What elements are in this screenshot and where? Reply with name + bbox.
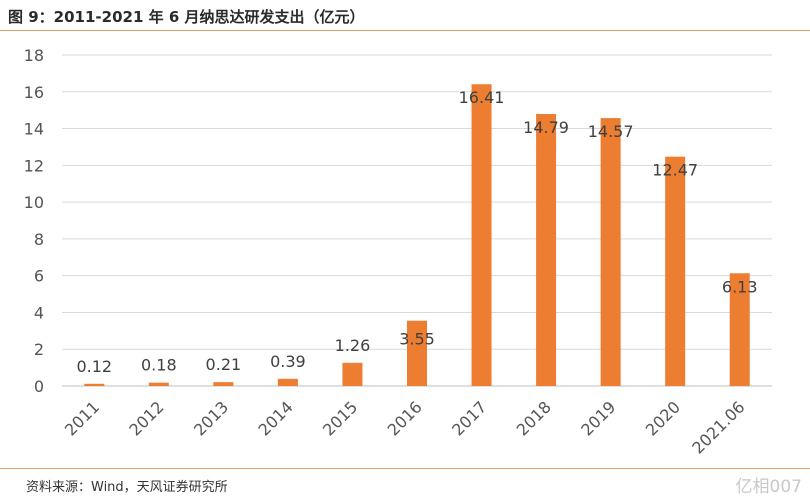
bar-chart: 0 2 4 6 8 10 12 14 16 18 0.12 2011 0.18 2012 0.21 2013 0… <box>24 46 772 458</box>
y-tick-label: 14 <box>24 120 44 139</box>
y-tick-label: 10 <box>24 193 44 212</box>
bar <box>84 383 105 386</box>
source-note: 资料来源：Wind，天风证券研究所 <box>26 480 228 495</box>
data-label: 0.12 <box>76 357 112 376</box>
bar <box>148 382 169 386</box>
data-label: 14.57 <box>588 122 634 141</box>
x-tick-label: 2018 <box>513 397 555 439</box>
data-label: 14.79 <box>523 118 569 137</box>
data-label: 16.41 <box>459 88 505 107</box>
data-label: 6.13 <box>722 277 758 296</box>
chart-title: 图 9：2011-2021 年 6 月纳思达研发支出（亿元） <box>8 8 365 26</box>
bottom-rule <box>0 468 810 469</box>
y-tick-label: 18 <box>24 46 44 65</box>
bar <box>729 273 750 386</box>
y-tick-label: 2 <box>34 340 44 359</box>
y-tick-label: 12 <box>24 156 44 175</box>
watermark-text: 亿相007 <box>735 477 802 497</box>
bar <box>342 362 363 386</box>
x-tick-label: 2021.06 <box>688 397 748 457</box>
bar <box>277 378 298 386</box>
x-tick-label: 2020 <box>642 397 684 439</box>
top-rule <box>0 30 810 31</box>
data-label: 12.47 <box>652 161 698 180</box>
x-tick-label: 2013 <box>190 397 232 439</box>
data-label: 0.39 <box>270 352 306 371</box>
y-tick-label: 0 <box>34 377 44 396</box>
data-label: 3.55 <box>399 330 435 349</box>
x-tick-label: 2015 <box>319 397 361 439</box>
x-tick-label: 2011 <box>61 397 103 439</box>
bar <box>471 84 492 386</box>
bar <box>213 382 234 386</box>
data-label: 0.18 <box>141 356 177 375</box>
y-tick-label: 6 <box>34 267 44 286</box>
x-tick-label: 2016 <box>384 397 426 439</box>
x-tick-label: 2012 <box>125 397 167 439</box>
data-label: 0.21 <box>206 355 242 374</box>
y-tick-label: 8 <box>34 230 44 249</box>
bar <box>600 118 621 387</box>
data-label: 1.26 <box>335 336 371 355</box>
bar <box>536 114 557 387</box>
y-tick-label: 4 <box>34 303 44 322</box>
bar <box>665 156 686 386</box>
x-tick-label: 2014 <box>255 397 297 439</box>
x-tick-label: 2017 <box>448 397 490 439</box>
bar <box>407 320 427 386</box>
x-tick-label: 2019 <box>577 397 619 439</box>
y-tick-label: 16 <box>24 83 44 102</box>
